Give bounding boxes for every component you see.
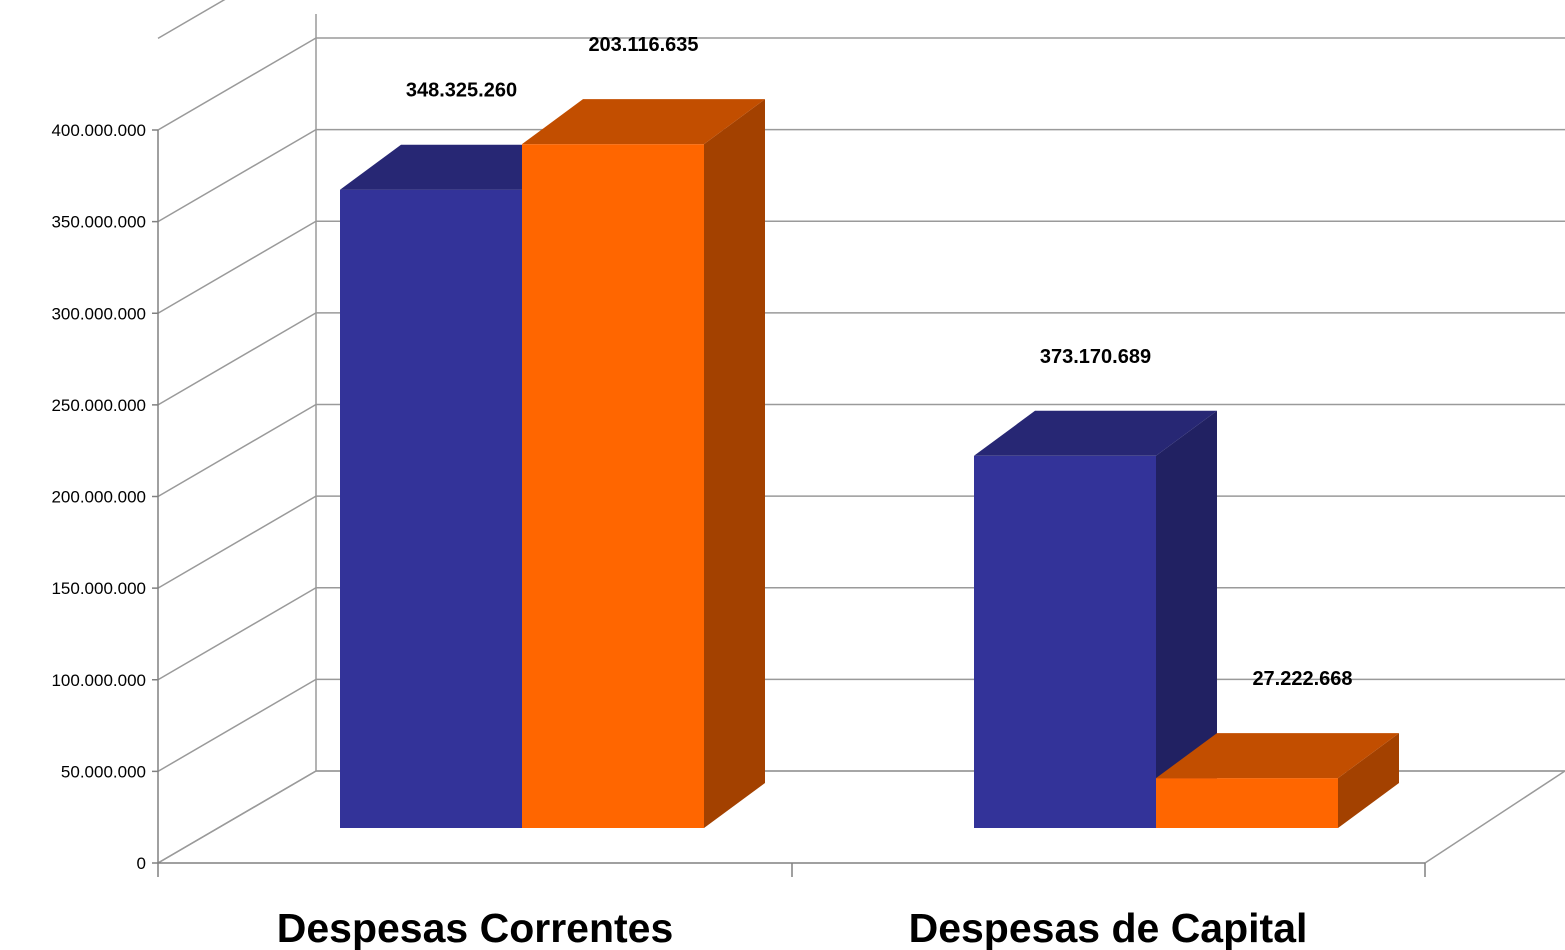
side-gridline <box>157 312 317 406</box>
bar-top <box>522 99 765 145</box>
y-tick-label: 300.000.000 <box>51 304 146 323</box>
bar-side <box>704 99 765 828</box>
side-gridline <box>157 587 317 681</box>
bar-top <box>974 410 1217 456</box>
side-gridline <box>157 37 317 131</box>
floor-right-edge <box>1424 770 1565 864</box>
data-label: 373.170.689 <box>1040 346 1151 368</box>
data-label: 348.325.260 <box>406 80 517 102</box>
bar-top <box>1156 733 1399 779</box>
data-label: 27.222.668 <box>1252 668 1352 690</box>
bar-side <box>1156 410 1217 828</box>
category-labels: Despesas Correntes Despesas de Capital <box>277 905 1308 950</box>
x-category-label: Despesas de Capital <box>909 905 1308 950</box>
y-tick-label: 50.000.000 <box>61 762 146 781</box>
data-labels: 348.325.260 203.116.635 373.170.689 27.222.… <box>406 34 1353 690</box>
side-gridline <box>157 128 317 223</box>
side-gridline <box>157 220 317 314</box>
y-tick-label: 350.000.000 <box>51 213 146 232</box>
y-tick-label: 150.000.000 <box>51 579 146 598</box>
y-tick-label: 250.000.000 <box>51 396 146 415</box>
bars <box>340 99 1399 828</box>
y-tick-label: 200.000.000 <box>51 488 146 507</box>
bar-front <box>974 455 1156 828</box>
side-wall-top-edge <box>157 0 226 40</box>
side-gridline <box>157 495 317 589</box>
y-tick-label: 100.000.000 <box>51 671 146 690</box>
side-gridline <box>157 403 317 498</box>
bar-side <box>1338 733 1399 828</box>
side-gridline <box>157 770 317 864</box>
x-category-label: Despesas Correntes <box>277 905 674 950</box>
side-gridline <box>157 678 317 773</box>
bar-front <box>522 144 704 828</box>
bar-front <box>340 189 522 828</box>
bar-front <box>1156 778 1338 828</box>
y-tick-label: 0 <box>137 854 146 873</box>
y-tick-label: 400.000.000 <box>51 121 146 140</box>
y-axis-ticks: 0 50.000.000 100.000.000 150.000.000 200.000… <box>51 121 158 873</box>
data-label: 203.116.635 <box>588 34 698 56</box>
